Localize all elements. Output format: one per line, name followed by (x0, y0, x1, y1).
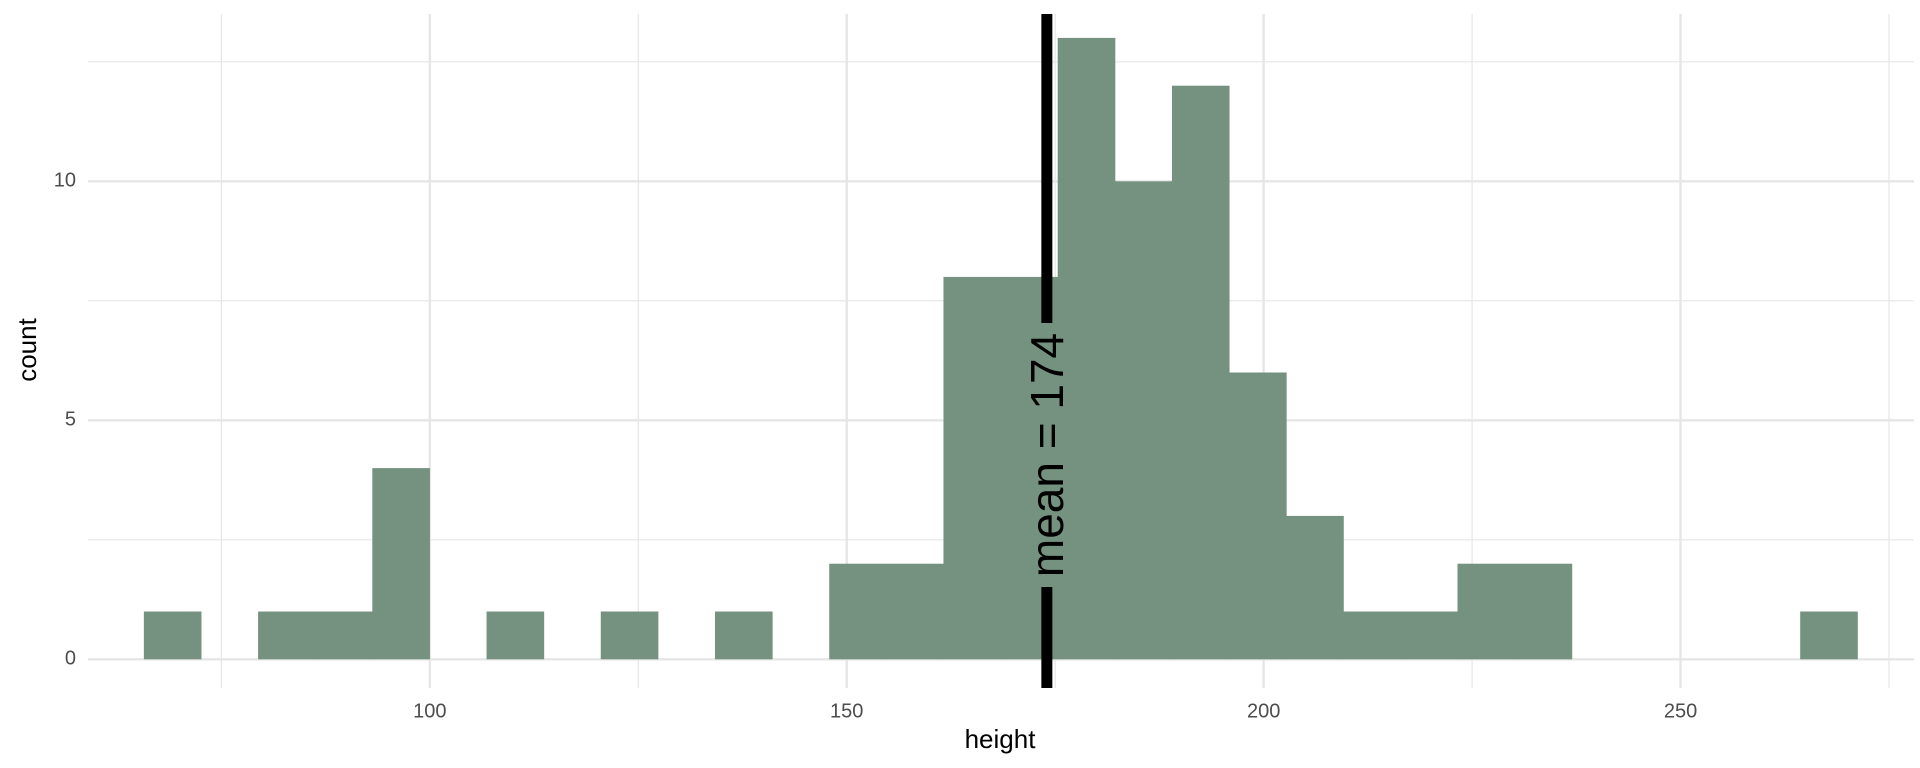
x-tick-label: 250 (1664, 700, 1697, 722)
histogram-bar (1286, 515, 1344, 660)
x-tick-label: 200 (1247, 700, 1280, 722)
mean-line-gap (1039, 323, 1054, 587)
histogram-bar (315, 611, 373, 660)
x-axis-title: height (965, 724, 1037, 754)
histogram-bar (372, 468, 430, 660)
histogram-bar (1400, 611, 1458, 660)
y-axis-title: count (12, 317, 42, 381)
histogram-bar (258, 611, 316, 660)
histogram-bar (600, 611, 659, 660)
histogram-bar (486, 611, 545, 660)
y-tick-label: 5 (65, 409, 76, 431)
mean-annotation: mean = 174 (1021, 14, 1073, 688)
x-tick-label: 150 (830, 700, 863, 722)
histogram-bar (143, 611, 202, 660)
histogram-bar (1114, 181, 1173, 660)
histogram-bar (715, 611, 773, 660)
histogram-bar (1229, 372, 1287, 660)
y-tick-label: 0 (65, 648, 76, 670)
mean-label: mean = 174 (1021, 333, 1073, 577)
histogram-bar (1343, 611, 1401, 660)
x-tick-label: 100 (413, 700, 446, 722)
histogram-bar (1057, 37, 1116, 660)
histogram-bar (943, 276, 1002, 660)
histogram-bar (1457, 563, 1516, 660)
histogram-bar (1171, 85, 1230, 660)
histogram-bar (1514, 563, 1573, 660)
histogram-bars (143, 37, 1858, 660)
axis-ticks: 100 150 200 250 0 5 10 (54, 170, 1697, 723)
histogram-bar (829, 563, 887, 660)
y-tick-label: 10 (54, 170, 76, 192)
histogram-bar (886, 563, 944, 660)
histogram-bar (1800, 611, 1858, 660)
